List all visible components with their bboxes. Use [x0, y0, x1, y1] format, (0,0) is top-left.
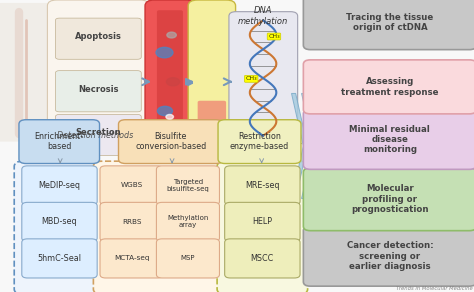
FancyBboxPatch shape	[225, 239, 300, 278]
Text: CH₃: CH₃	[268, 34, 280, 39]
Circle shape	[157, 106, 173, 116]
Circle shape	[166, 114, 173, 119]
Circle shape	[167, 32, 176, 38]
Text: Necrosis: Necrosis	[78, 85, 118, 93]
Text: Enrichment-
based: Enrichment- based	[35, 132, 84, 151]
FancyBboxPatch shape	[156, 202, 219, 241]
Text: Apoptosis: Apoptosis	[75, 32, 122, 41]
FancyBboxPatch shape	[198, 101, 226, 139]
Text: Bisulfite
conversion-based: Bisulfite conversion-based	[135, 132, 206, 151]
Text: CH₃: CH₃	[246, 76, 257, 81]
Text: Tracing the tissue
origin of ctDNA: Tracing the tissue origin of ctDNA	[346, 13, 434, 32]
FancyBboxPatch shape	[22, 166, 97, 205]
FancyBboxPatch shape	[225, 166, 300, 205]
FancyBboxPatch shape	[218, 120, 301, 164]
FancyBboxPatch shape	[156, 239, 219, 278]
FancyBboxPatch shape	[303, 168, 474, 231]
Text: Assessing
treatment response: Assessing treatment response	[341, 77, 438, 97]
Text: Minimal residual
disease
monitoring: Minimal residual disease monitoring	[349, 124, 430, 154]
FancyBboxPatch shape	[217, 161, 308, 292]
Text: MSP: MSP	[181, 256, 195, 261]
FancyBboxPatch shape	[303, 226, 474, 286]
Text: Methylation
array: Methylation array	[167, 215, 209, 228]
FancyBboxPatch shape	[225, 202, 300, 241]
Text: Secretion: Secretion	[75, 128, 121, 137]
FancyBboxPatch shape	[100, 239, 163, 278]
Text: Detection methods: Detection methods	[57, 131, 133, 140]
Text: MSCC: MSCC	[251, 254, 274, 263]
FancyBboxPatch shape	[100, 202, 163, 241]
Text: MCTA-seq: MCTA-seq	[114, 256, 149, 261]
Text: 5hmC-Seal: 5hmC-Seal	[37, 254, 82, 263]
Text: Cancer detection:
screening or
earlier diagnosis: Cancer detection: screening or earlier d…	[346, 241, 433, 271]
FancyBboxPatch shape	[303, 110, 474, 169]
Text: Targeted
bisulfite-seq: Targeted bisulfite-seq	[166, 179, 210, 192]
FancyBboxPatch shape	[303, 0, 474, 50]
FancyBboxPatch shape	[22, 239, 97, 278]
FancyBboxPatch shape	[188, 0, 236, 145]
FancyBboxPatch shape	[47, 0, 149, 145]
Text: MRE-seq: MRE-seq	[245, 181, 280, 190]
FancyBboxPatch shape	[100, 166, 163, 205]
Text: Molecular
profiling or
prognostication: Molecular profiling or prognostication	[351, 184, 428, 214]
FancyBboxPatch shape	[0, 3, 58, 142]
FancyBboxPatch shape	[156, 166, 219, 205]
FancyBboxPatch shape	[55, 114, 141, 156]
Polygon shape	[292, 93, 308, 199]
Text: RRBS: RRBS	[122, 219, 141, 225]
FancyBboxPatch shape	[118, 120, 223, 164]
FancyBboxPatch shape	[14, 161, 105, 292]
Text: MeDIP-seq: MeDIP-seq	[38, 181, 81, 190]
Polygon shape	[311, 93, 328, 199]
FancyBboxPatch shape	[22, 202, 97, 241]
FancyBboxPatch shape	[19, 120, 100, 164]
Text: WGBS: WGBS	[120, 182, 143, 188]
FancyBboxPatch shape	[93, 161, 228, 292]
FancyBboxPatch shape	[157, 10, 183, 134]
Text: HELP: HELP	[252, 218, 273, 226]
FancyBboxPatch shape	[55, 71, 141, 112]
Text: Trends in Molecular Medicine: Trends in Molecular Medicine	[396, 286, 473, 291]
Polygon shape	[301, 93, 318, 199]
FancyBboxPatch shape	[229, 12, 298, 143]
FancyBboxPatch shape	[303, 60, 474, 114]
Circle shape	[166, 78, 180, 86]
Text: MBD-seq: MBD-seq	[42, 218, 77, 226]
Circle shape	[156, 47, 173, 58]
Text: DNA
methylation: DNA methylation	[238, 6, 288, 26]
Text: Restriction
enzyme-based: Restriction enzyme-based	[230, 132, 289, 151]
FancyBboxPatch shape	[145, 0, 195, 145]
FancyBboxPatch shape	[55, 18, 141, 59]
